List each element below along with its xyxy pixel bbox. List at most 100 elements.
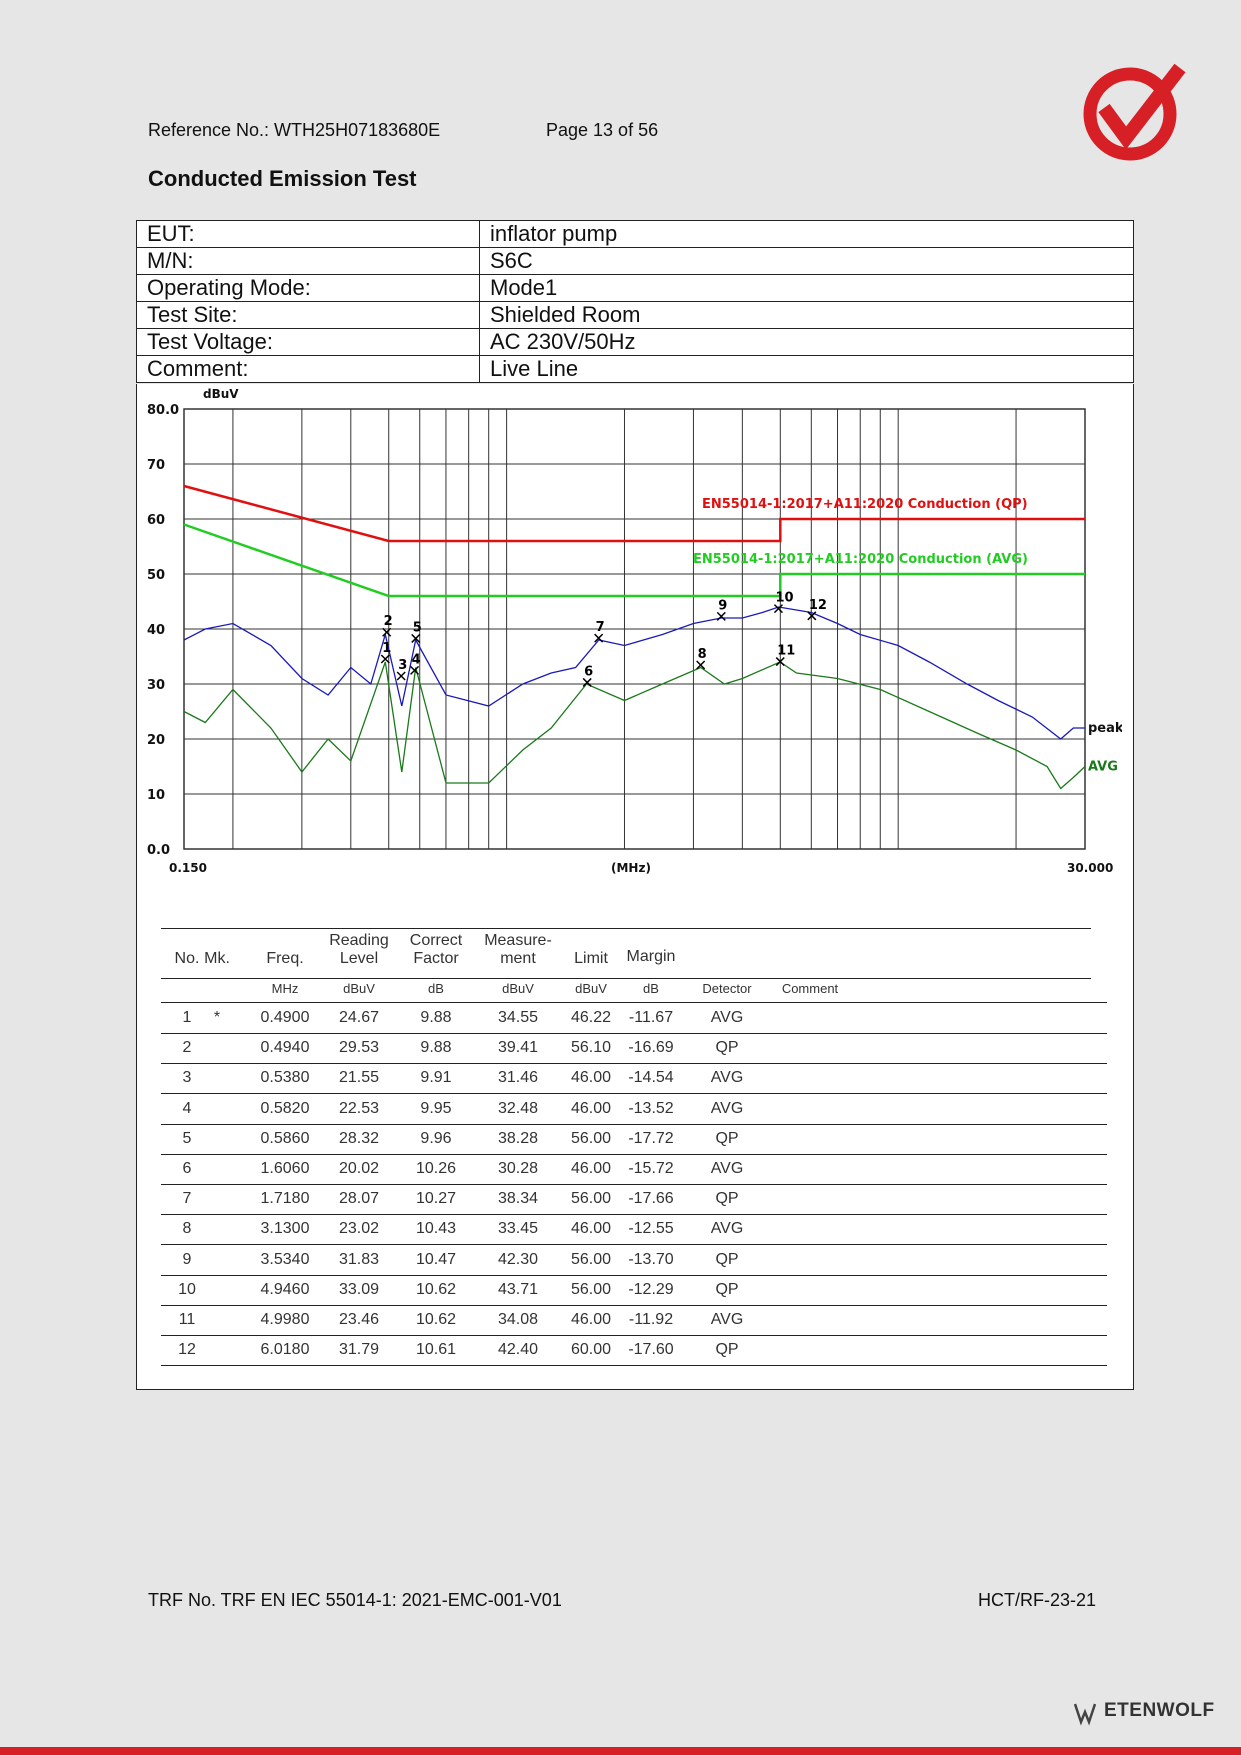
cell-measure: 38.34: [497, 1190, 539, 1208]
y-tick-label: 20: [147, 733, 165, 748]
cell-measure: 33.45: [497, 1220, 539, 1238]
cell-correct: 10.47: [415, 1250, 457, 1268]
cell-correct: 9.88: [420, 1039, 452, 1057]
cell-reading: 24.67: [338, 1009, 380, 1026]
info-row: EUT: inflator pump: [136, 220, 1134, 248]
unit-detector: Detector: [702, 981, 752, 996]
table-rule: [161, 1184, 1107, 1185]
cell-freq: 1.6060: [260, 1160, 310, 1177]
y-tick-label: 40: [147, 623, 165, 638]
cell-correct: 9.91: [420, 1069, 452, 1087]
cell-margin: -11.92: [628, 1311, 674, 1328]
cell-measure: 34.08: [497, 1311, 539, 1328]
info-row: Operating Mode: Mode1: [136, 274, 1134, 302]
cell-no: 12: [178, 1341, 196, 1359]
cell-freq: 0.5820: [260, 1099, 310, 1117]
y-tick-label: 50: [147, 568, 165, 583]
cell-freq: 0.4900: [260, 1009, 310, 1026]
cell-detector: QP: [715, 1280, 739, 1298]
cell-no: 9: [182, 1250, 192, 1268]
cell-no: 4: [182, 1099, 192, 1117]
table-rule: [161, 1365, 1107, 1367]
series-label: peak: [1088, 721, 1122, 736]
cell-reading: 29.53: [338, 1039, 380, 1057]
series-line-avg: [183, 661, 1086, 790]
cell-limit: 46.22: [570, 1009, 612, 1026]
marker-label: 6: [584, 664, 593, 679]
footer-trf-number: TRF No. TRF EN IEC 55014-1: 2021-EMC-001…: [148, 1590, 562, 1610]
marker-label: 3: [398, 658, 407, 673]
header-measure: Measure- ment: [484, 932, 552, 967]
cell-measure: 30.28: [497, 1160, 539, 1177]
x-unit-label: (MHz): [611, 861, 651, 875]
cell-no: 5: [182, 1129, 192, 1147]
cell-detector: AVG: [710, 1099, 744, 1117]
cell-reading: 22.53: [338, 1099, 380, 1117]
limit-line-label: EN55014-1:2017+A11:2020 Conduction (AVG): [693, 552, 1028, 567]
marker-x: [380, 654, 390, 664]
table-rule: [161, 1153, 1107, 1155]
info-value: AC 230V/50Hz: [479, 328, 1134, 356]
unit-freq: MHz: [271, 981, 299, 996]
cell-measure: 43.71: [497, 1280, 539, 1298]
cell-limit: 56.00: [570, 1129, 612, 1147]
cell-correct: 9.96: [420, 1129, 452, 1147]
section-title: Conducted Emission Test: [148, 166, 417, 191]
info-row: M/N: S6C: [136, 247, 1134, 275]
y-tick-label: 60: [147, 513, 165, 528]
cell-margin: -17.60: [628, 1341, 674, 1359]
cell-measure: 32.48: [497, 1099, 539, 1117]
emission-chart-panel: 80.0 70 60 50 40 30 20 10 0.0 dBuV 0.150 30.000 (MHz…: [136, 384, 1134, 888]
cell-reading: 28.32: [338, 1129, 380, 1147]
cell-reading: 20.02: [338, 1160, 380, 1177]
y-unit-label: dBuV: [203, 387, 239, 401]
cell-detector: QP: [715, 1250, 739, 1268]
header-mk: Mk.: [204, 950, 230, 967]
y-tick-label: 30: [147, 678, 165, 693]
marker-label: 8: [698, 647, 707, 662]
marker-x: [775, 657, 785, 667]
cell-detector: AVG: [710, 1220, 744, 1238]
marker-label: 10: [775, 591, 793, 606]
waltek-logo-icon: [1083, 63, 1186, 161]
cell-correct: 10.43: [415, 1220, 457, 1238]
cell-limit: 56.00: [570, 1280, 612, 1298]
y-tick-label: 70: [147, 458, 165, 473]
table-rule: [161, 1335, 1107, 1336]
cell-freq: 4.9980: [260, 1311, 310, 1328]
info-value: Mode1: [479, 274, 1134, 302]
cell-correct: 10.61: [415, 1341, 457, 1359]
cell-detector: QP: [715, 1341, 739, 1359]
cell-no: 10: [178, 1280, 196, 1298]
cell-correct: 10.26: [415, 1160, 457, 1177]
marker-x: [716, 611, 726, 621]
info-value: S6C: [479, 247, 1134, 275]
cell-limit: 56.00: [570, 1190, 612, 1208]
info-value: inflator pump: [479, 220, 1134, 248]
cell-reading: 31.79: [338, 1341, 380, 1359]
cell-detector: AVG: [710, 1311, 744, 1328]
results-panel: No. Mk. Freq. Reading Level Correct Factor Me…: [136, 888, 1134, 1390]
cell-measure: 38.28: [497, 1129, 539, 1147]
cell-detector: QP: [715, 1039, 739, 1057]
y-tick-label: 0.0: [147, 843, 170, 858]
header-no: No.: [174, 950, 200, 967]
marker-x: [411, 633, 421, 643]
brand-wordmark: ETENWOLF: [1104, 1700, 1215, 1721]
table-rule: [161, 928, 1091, 929]
cell-limit: 56.10: [570, 1039, 612, 1057]
unit-limit: dBuV: [575, 981, 607, 996]
marker-x: [410, 665, 420, 675]
table-rule: [161, 1304, 1107, 1306]
marker-label: 5: [413, 620, 422, 635]
info-row: Comment: Live Line: [136, 355, 1134, 383]
cell-limit: 60.00: [570, 1341, 612, 1359]
cell-correct: 9.88: [420, 1009, 452, 1026]
cell-no: 6: [182, 1160, 192, 1177]
cell-margin: -16.69: [628, 1039, 674, 1057]
cell-measure: 39.41: [497, 1039, 539, 1057]
reference-number: Reference No.: WTH25H07183680E: [148, 120, 441, 140]
cell-freq: 3.1300: [260, 1220, 310, 1238]
unit-comment: Comment: [781, 981, 839, 996]
header-freq: Freq.: [266, 950, 304, 967]
